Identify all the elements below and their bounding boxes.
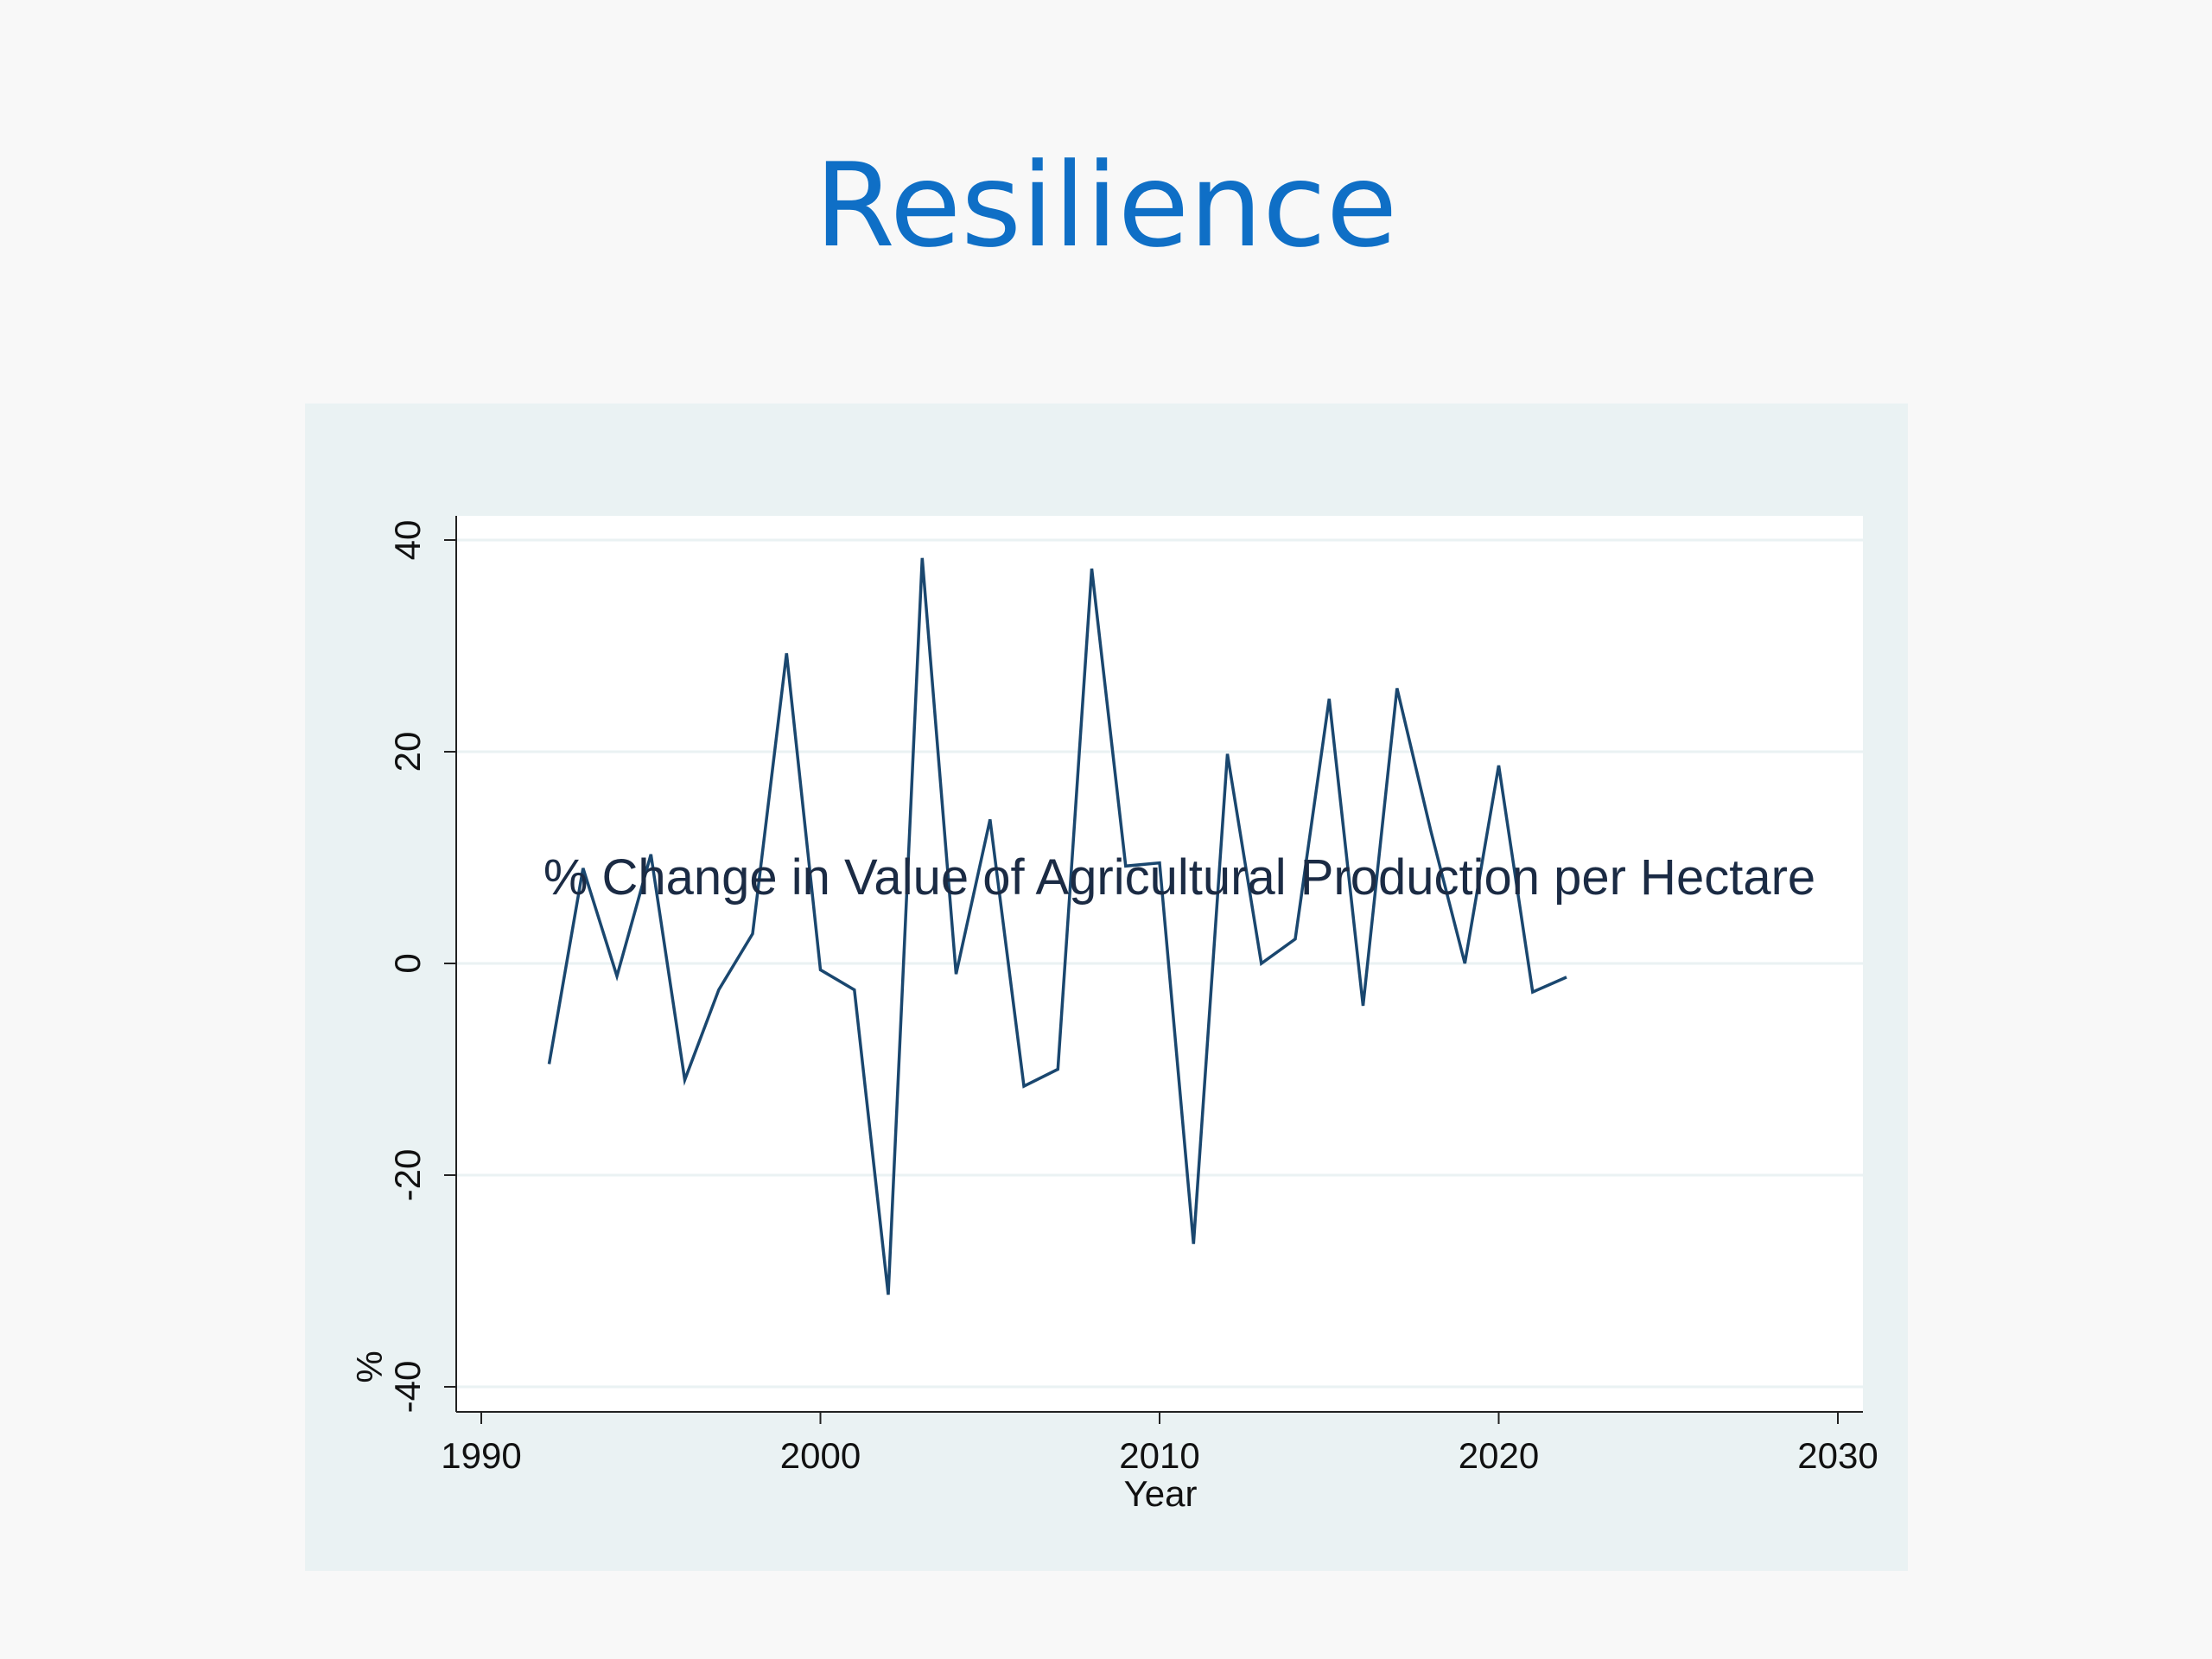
series-line [547, 557, 1567, 1295]
x-tick-label: 2020 [1459, 1435, 1539, 1476]
y-tick-label: 40 [387, 520, 428, 561]
grid-lines [456, 538, 1863, 1389]
y-tick-label: 0 [387, 953, 428, 973]
slide-title: Resilience [814, 138, 1398, 273]
line-chart: -40 -20 0 20 40 1990 2000 2010 2020 2030 % Chang… [349, 516, 1878, 1514]
x-tick-label: 2000 [780, 1435, 861, 1476]
x-axis-label: Year [1124, 1473, 1198, 1514]
x-axis-ticks: 1990 2000 2010 2020 2030 [441, 1412, 1878, 1476]
chart-title: % Change in Value of Agricultural Produc… [543, 849, 1815, 906]
y-axis-ticks: -40 -20 0 20 40 [387, 520, 456, 1414]
y-tick-label: -20 [387, 1149, 428, 1202]
y-axis-label: % [349, 1351, 390, 1382]
x-tick-label: 2030 [1797, 1435, 1878, 1476]
y-tick-label: -40 [387, 1361, 428, 1414]
series-group [547, 557, 1567, 1295]
x-tick-label: 2010 [1119, 1435, 1199, 1476]
x-tick-label: 1990 [441, 1435, 521, 1476]
y-tick-label: 20 [387, 732, 428, 772]
chart-panel: -40 -20 0 20 40 1990 2000 2010 2020 2030 % Chang… [305, 404, 1908, 1571]
